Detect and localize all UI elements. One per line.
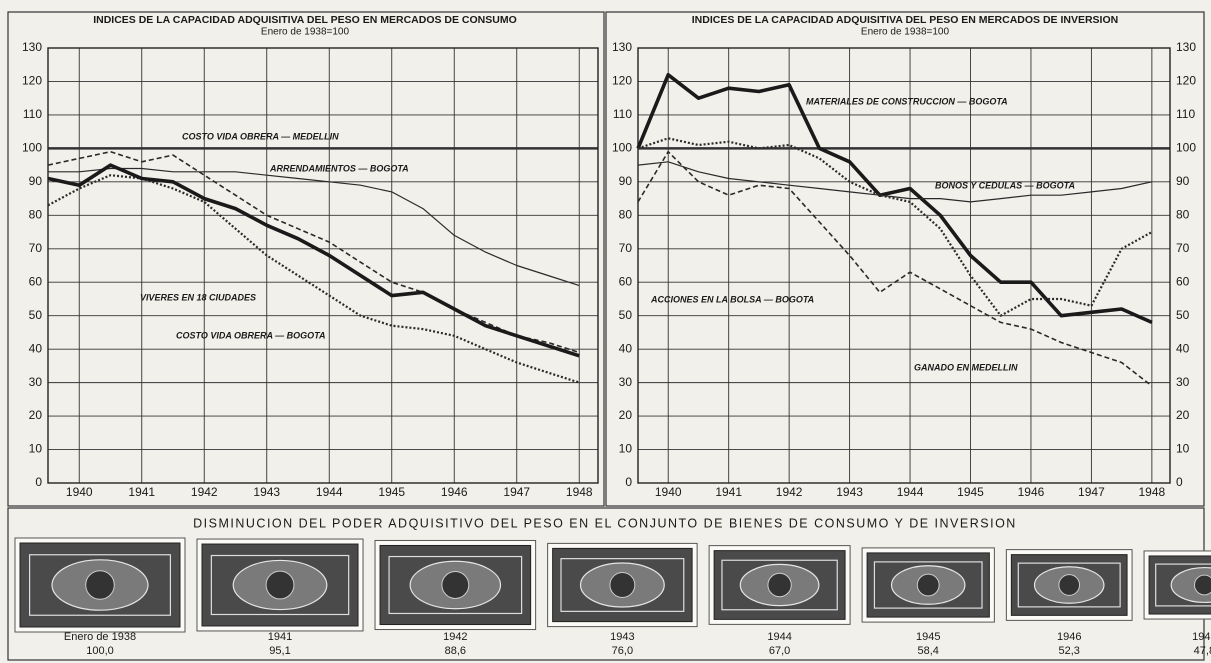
banknote-portrait: [266, 571, 294, 599]
chart-subtitle: Enero de 1938=100: [261, 27, 350, 38]
series-label: ACCIONES EN LA BOLSA — BOGOTA: [650, 294, 814, 304]
y-tick-label: 50: [29, 308, 43, 322]
series-label: VIVERES EN 18 CIUDADES: [140, 292, 256, 302]
category-label: 1941: [268, 631, 292, 643]
y-tick-label: 10: [619, 442, 633, 456]
category-label: 1947: [1192, 631, 1211, 643]
value-label: 76,0: [612, 645, 633, 657]
x-tick-label: 1943: [253, 485, 280, 499]
value-label: 100,0: [86, 645, 114, 657]
x-tick-label: 1948: [566, 485, 593, 499]
series-label: COSTO VIDA OBRERA — MEDELLIN: [182, 131, 339, 141]
x-tick-label: 1948: [1139, 485, 1166, 499]
y-tick-label: 110: [613, 107, 632, 121]
series-label: ARRENDAMIENTOS — BOGOTA: [269, 163, 409, 173]
banknote-portrait: [917, 574, 939, 596]
chart-title: DISMINUCION DEL PODER ADQUISITIVO DEL PE…: [193, 516, 1017, 530]
banknote-portrait: [442, 572, 469, 599]
y-tick-label: 30: [619, 375, 633, 389]
chart-title: INDICES DE LA CAPACIDAD ADQUISITIVA DEL …: [93, 14, 517, 26]
chart-title: INDICES DE LA CAPACIDAD ADQUISITIVA DEL …: [692, 14, 1118, 26]
y-tick-label: 90: [1176, 174, 1190, 188]
value-label: 88,6: [445, 645, 466, 657]
category-label: 1943: [610, 631, 634, 643]
page: INDICES DE LA CAPACIDAD ADQUISITIVA DEL …: [0, 0, 1211, 663]
series-label: GANADO EN MEDELLIN: [914, 362, 1018, 372]
y-tick-label: 120: [612, 74, 632, 88]
x-tick-label: 1943: [836, 485, 863, 499]
banknote-portrait: [610, 573, 635, 598]
y-tick-label: 0: [1176, 475, 1183, 489]
y-tick-label: 130: [22, 40, 42, 54]
y-tick-label: 80: [619, 207, 633, 221]
y-tick-label: 40: [1176, 341, 1190, 355]
y-tick-label: 20: [1176, 408, 1190, 422]
y-tick-label: 60: [619, 274, 633, 288]
x-tick-label: 1940: [655, 485, 682, 499]
value-label: 58,4: [918, 645, 939, 657]
y-tick-label: 60: [1176, 274, 1190, 288]
category-label: 1942: [443, 631, 467, 643]
x-tick-label: 1944: [316, 485, 343, 499]
value-label: 67,0: [769, 645, 790, 657]
x-tick-label: 1941: [715, 485, 742, 499]
x-tick-label: 1947: [503, 485, 530, 499]
x-tick-label: 1942: [191, 485, 218, 499]
y-tick-label: 130: [1176, 40, 1196, 54]
y-tick-label: 80: [1176, 207, 1190, 221]
y-tick-label: 40: [29, 341, 43, 355]
y-tick-label: 130: [612, 40, 632, 54]
y-tick-label: 70: [619, 241, 633, 255]
y-tick-label: 40: [619, 341, 633, 355]
x-tick-label: 1947: [1078, 485, 1105, 499]
y-tick-label: 110: [23, 107, 42, 121]
value-label: 52,3: [1059, 645, 1080, 657]
category-label: 1944: [767, 631, 791, 643]
series-label: BONOS Y CEDULAS — BOGOTA: [935, 180, 1075, 190]
x-tick-label: 1942: [776, 485, 803, 499]
y-tick-label: 100: [612, 141, 632, 155]
category-label: 1946: [1057, 631, 1081, 643]
x-tick-label: 1945: [378, 485, 405, 499]
category-label: 1945: [916, 631, 940, 643]
y-tick-label: 10: [1176, 442, 1190, 456]
category-label: Enero de 1938: [64, 631, 136, 643]
x-tick-label: 1940: [66, 485, 93, 499]
y-tick-label: 0: [35, 475, 42, 489]
y-tick-label: 20: [619, 408, 633, 422]
y-tick-label: 90: [619, 174, 633, 188]
y-tick-label: 120: [1176, 74, 1196, 88]
value-label: 95,1: [269, 645, 290, 657]
x-tick-label: 1946: [441, 485, 468, 499]
series-label: COSTO VIDA OBRERA — BOGOTA: [176, 330, 326, 340]
banknote-portrait: [1195, 575, 1211, 595]
y-tick-label: 70: [29, 241, 43, 255]
y-tick-label: 10: [29, 442, 43, 456]
y-tick-label: 120: [22, 74, 42, 88]
chart-subtitle: Enero de 1938=100: [861, 27, 950, 38]
y-tick-label: 80: [29, 207, 43, 221]
banknote-portrait: [86, 571, 115, 600]
y-tick-label: 110: [1176, 107, 1195, 121]
banknote-portrait: [1059, 575, 1080, 596]
y-tick-label: 70: [1176, 241, 1190, 255]
series-label: MATERIALES DE CONSTRUCCION — BOGOTA: [806, 96, 1008, 106]
y-tick-label: 60: [29, 274, 43, 288]
x-tick-label: 1944: [897, 485, 924, 499]
x-tick-label: 1941: [128, 485, 155, 499]
y-tick-label: 50: [1176, 308, 1190, 322]
y-tick-label: 100: [1176, 141, 1196, 155]
y-tick-label: 0: [625, 475, 632, 489]
y-tick-label: 20: [29, 408, 43, 422]
y-tick-label: 90: [29, 174, 43, 188]
value-label: 47,8: [1194, 645, 1211, 657]
y-tick-label: 30: [29, 375, 43, 389]
x-tick-label: 1946: [1018, 485, 1045, 499]
y-tick-label: 30: [1176, 375, 1190, 389]
banknote-portrait: [768, 573, 791, 596]
x-tick-label: 1945: [957, 485, 984, 499]
y-tick-label: 100: [22, 141, 42, 155]
y-tick-label: 50: [619, 308, 633, 322]
